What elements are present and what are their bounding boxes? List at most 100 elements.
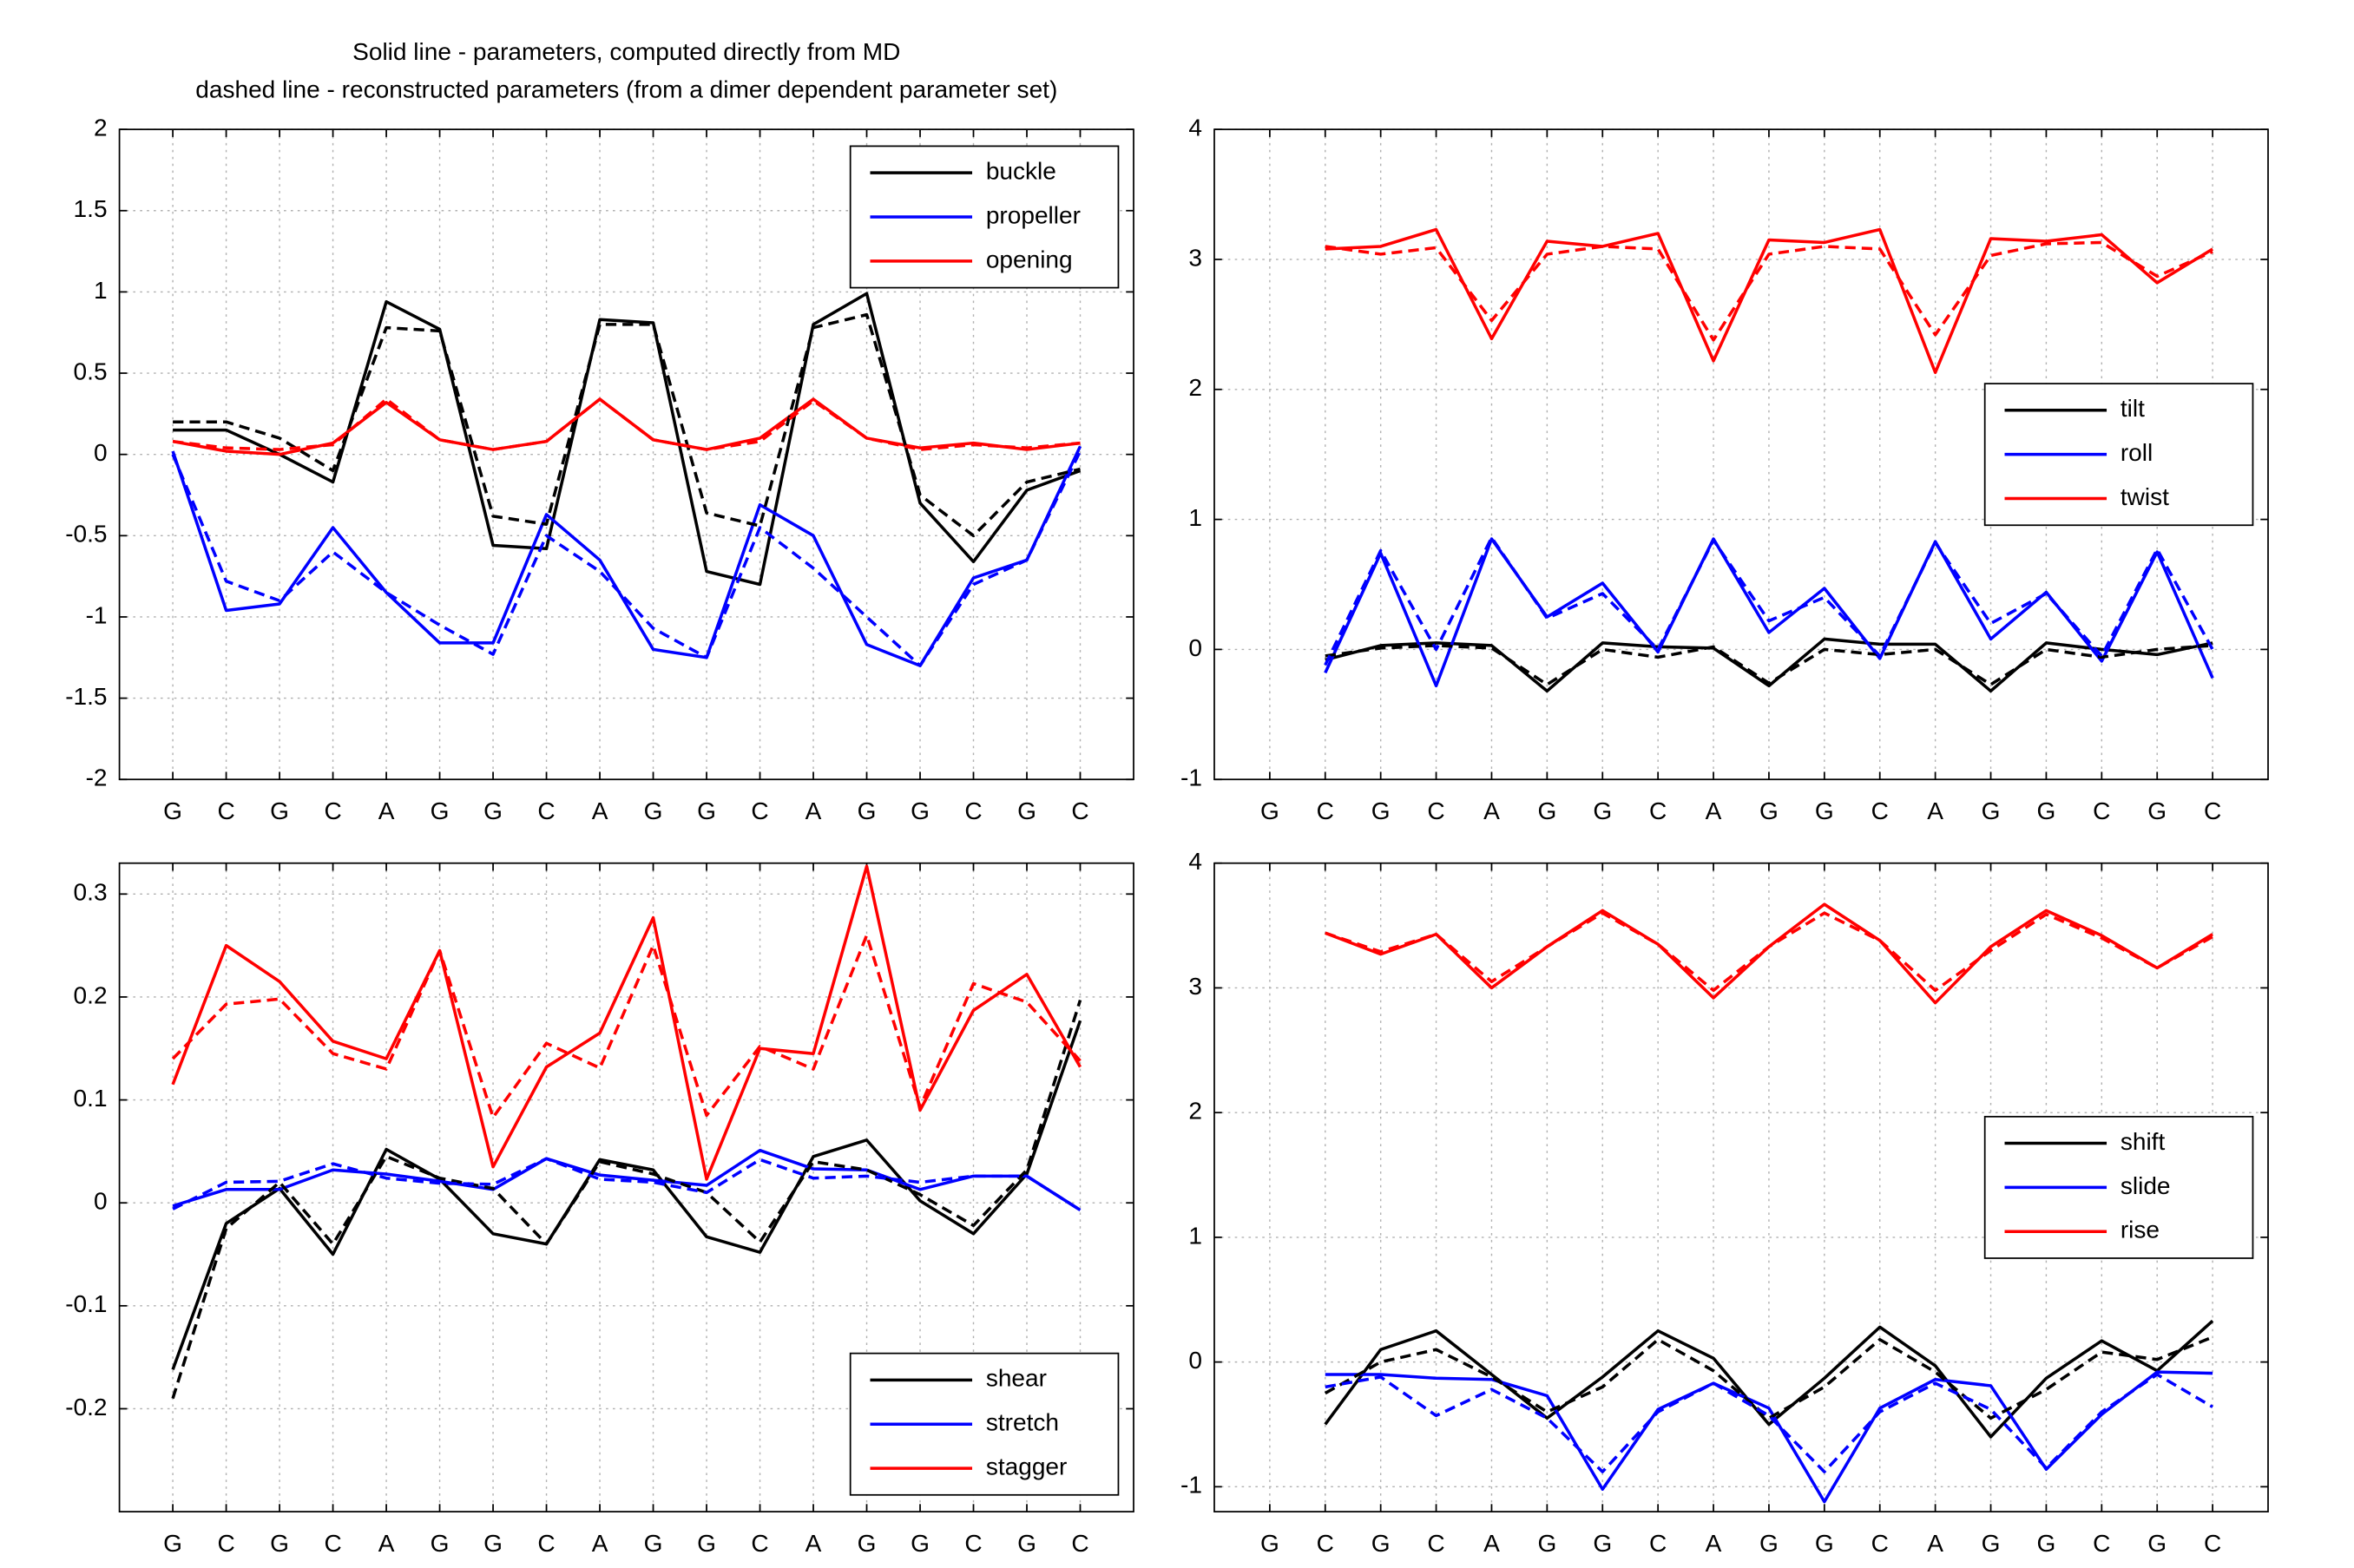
x-tick-label: G [644,1530,663,1557]
y-tick-label: 2 [1188,374,1202,401]
x-tick-label: G [270,1530,289,1557]
y-tick-label: 3 [1188,244,1202,271]
x-tick-label: G [2037,797,2056,824]
x-tick-label: G [2147,797,2167,824]
series-line [172,397,1081,451]
series-line [1325,911,2213,993]
y-tick-label: 0 [94,1188,108,1215]
legend: shift slide rise [1983,1115,2254,1259]
axes-frame [1213,128,2269,781]
series-line [171,450,1082,667]
x-tick-label: C [324,1530,341,1557]
y-tick-label: 1 [1188,1222,1202,1249]
legend-label: tilt [2121,395,2145,422]
x-tick-label: C [324,797,341,824]
x-tick-label: G [644,797,663,824]
y-tick-label: -1 [86,601,108,628]
x-tick-label: C [1071,797,1088,824]
legend: shear stretch stagger [849,1352,1120,1496]
series-line [1325,240,2213,342]
x-tick-label: G [1537,1530,1556,1557]
x-tick-label: G [2147,1530,2167,1557]
x-tick-label: G [1759,1530,1779,1557]
x-tick-label: C [751,1530,768,1557]
x-tick-label: C [1871,797,1889,824]
series-line [171,864,1082,1181]
series-line [172,1157,1082,1211]
y-tick-label: 0 [1188,1347,1202,1374]
legend-label: shift [2121,1128,2166,1155]
x-tick-label: G [1593,1530,1612,1557]
axes-frame [118,862,1134,1512]
series-line [1325,227,2214,375]
legend-label: slide [2121,1172,2171,1199]
subplot: G C G C A G G C A G G C A G G C G C -2 -1.5 -1 -0.5 0 0.5 1 1.5 2 b… [65,38,1134,824]
x-tick-label: C [217,797,234,824]
x-tick-label: C [2204,1530,2221,1557]
x-tick-label: G [1371,797,1391,824]
x-tick-label: G [1759,797,1779,824]
x-tick-label: A [592,1530,608,1557]
x-tick-label: G [270,797,289,824]
y-tick-label: 3 [1188,973,1202,1000]
x-tick-label: C [751,797,768,824]
series-line [171,1020,1082,1370]
y-tick-label: -1 [1180,764,1202,791]
x-tick-label: C [537,797,555,824]
subplot: G C G C A G G C A G G C A G G C G C -1 0 1 2 3 4 tilt roll twist [1180,115,2269,824]
legend-label: buckle [986,158,1056,185]
series-line [1324,535,2214,666]
legend-label: rise [2121,1217,2160,1243]
series-line [172,1148,1082,1211]
series-line [1325,1373,2213,1473]
y-tick-label: 0.3 [74,879,108,906]
series-line [171,934,1082,1119]
x-tick-label: G [1815,1530,1834,1557]
x-tick-label: A [805,797,822,824]
x-tick-label: G [1815,797,1834,824]
legend-label: propeller [986,201,1081,228]
x-tick-label: G [1260,1530,1279,1557]
x-tick-label: C [1871,1530,1889,1557]
x-tick-label: G [1537,797,1556,824]
series-line [173,292,1082,587]
x-tick-label: G [1260,797,1279,824]
x-tick-label: C [1649,1530,1667,1557]
series-line [1324,1335,2213,1420]
y-tick-label: 0.5 [74,358,108,384]
y-tick-label: 0 [1188,634,1202,661]
x-tick-label: C [537,1530,555,1557]
x-tick-label: G [431,1530,450,1557]
series-line [171,999,1082,1400]
y-tick-label: 0.2 [74,981,108,1008]
x-tick-label: A [378,1530,395,1557]
x-tick-label: C [964,797,982,824]
series-line [173,312,1081,538]
x-tick-label: C [2093,1530,2110,1557]
legend-label: opening [986,246,1073,272]
series-line [1325,637,2213,693]
x-tick-label: C [1071,1530,1088,1557]
legend: tilt roll twist [1983,383,2254,527]
y-tick-label: -2 [86,764,108,791]
x-tick-label: A [1483,797,1500,824]
x-tick-label: C [1317,1530,1334,1557]
x-tick-label: G [163,1530,182,1557]
x-tick-label: C [2204,797,2221,824]
y-tick-label: 0.1 [74,1085,108,1112]
y-tick-label: 0 [94,439,108,466]
axes-frame [1213,862,2269,1512]
x-tick-label: G [1371,1530,1391,1557]
legend-label: shear [986,1365,1047,1392]
x-tick-label: C [2093,797,2110,824]
x-tick-label: C [217,1530,234,1557]
x-tick-label: G [911,1530,930,1557]
x-tick-label: A [1706,1530,1722,1557]
x-tick-label: C [1427,797,1444,824]
y-tick-label: -0.5 [65,521,107,548]
y-tick-label: -1.5 [65,683,107,710]
legend-label: twist [2121,483,2169,510]
x-tick-label: G [431,797,450,824]
y-tick-label: 1.5 [74,195,108,222]
